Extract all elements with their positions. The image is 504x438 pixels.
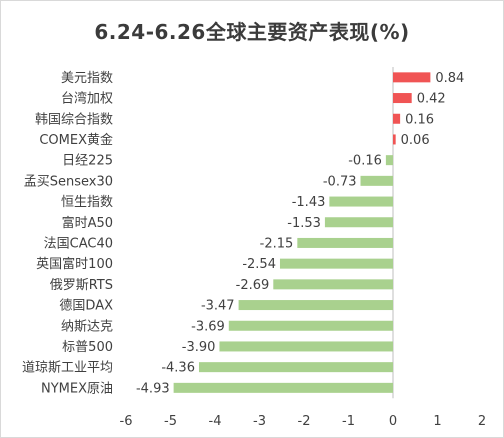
category-label: 台湾加权 [61,91,113,107]
category-label: 恒生指数 [61,195,113,210]
bar-7 [324,217,393,228]
data-label: -0.16 [348,154,382,169]
data-label: -4.36 [161,361,195,376]
bar-14 [198,362,393,373]
data-label: 0.16 [405,112,434,127]
data-label: -3.90 [182,340,216,355]
data-label: -0.73 [323,174,357,189]
category-label: 孟买Sensex30 [24,174,113,189]
bar-13 [219,341,393,352]
data-label: 0.42 [417,92,446,107]
bar-4 [385,155,393,166]
data-label: 0.06 [401,133,430,148]
data-label: -3.47 [201,299,235,314]
bar-12 [228,320,393,331]
category-label: COMEX黄金 [39,132,113,148]
bar-2 [393,113,401,124]
bar-11 [238,300,393,311]
category-label: 英国富时100 [36,256,113,272]
bar-15 [173,382,393,393]
x-tick-label: -4 [209,414,222,429]
data-label: -4.93 [136,381,170,396]
x-tick-label: 1 [433,414,441,429]
data-label: -1.43 [292,195,326,210]
x-tick-label: -6 [120,414,133,429]
bar-5 [360,175,393,186]
x-tick-label: -1 [342,414,355,429]
bar-8 [297,237,393,248]
bar-9 [279,258,393,269]
category-label: 俄罗斯RTS [50,278,113,293]
data-label: -2.54 [242,257,276,272]
data-label: -1.53 [287,216,321,231]
x-tick-label: -2 [298,414,311,429]
category-label: 美元指数 [61,71,113,86]
category-label: 纳斯达克 [61,319,113,334]
bar-0 [393,72,431,83]
category-label: 道琼斯工业平均 [22,361,113,376]
bar-1 [393,93,412,104]
category-label: 法国CAC40 [44,236,113,251]
data-label: -2.15 [260,236,294,251]
bar-10 [273,279,393,290]
data-label: -3.69 [191,319,225,334]
x-tick-label: -3 [253,414,266,429]
x-tick-label: -5 [164,414,177,429]
x-tick-label: 2 [478,414,486,429]
category-label: 韩国综合指数 [35,112,113,127]
category-label: NYMEX原油 [41,381,113,396]
bar-3 [393,134,396,145]
category-label: 日经225 [62,154,113,169]
data-label: 0.84 [435,71,464,86]
category-label: 富时A50 [62,215,113,231]
x-tick-label: 0 [389,414,397,429]
data-label: -2.69 [236,278,270,293]
chart-title: 6.24-6.26全球主要资产表现(%) [94,20,410,44]
category-label: 德国DAX [59,299,113,314]
bar-6 [329,196,393,207]
category-label: 标普500 [62,340,113,355]
